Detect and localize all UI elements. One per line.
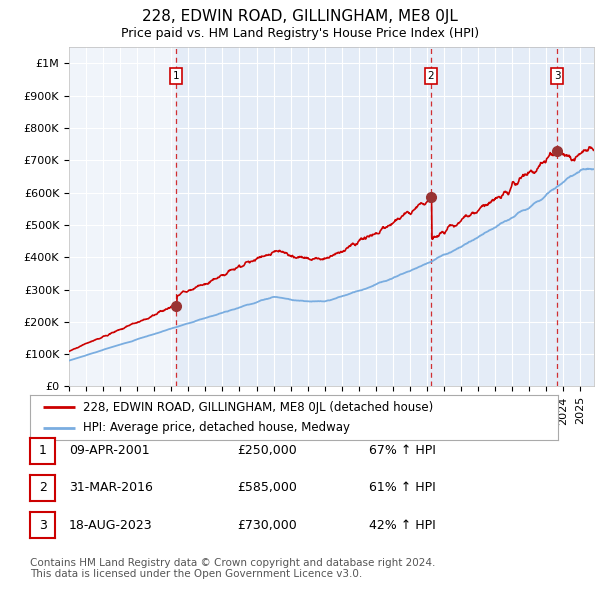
Text: £730,000: £730,000 (237, 519, 297, 532)
Text: 42% ↑ HPI: 42% ↑ HPI (369, 519, 436, 532)
Bar (176, 47, 431, 386)
Text: 228, EDWIN ROAD, GILLINGHAM, ME8 0JL (detached house): 228, EDWIN ROAD, GILLINGHAM, ME8 0JL (de… (83, 401, 433, 414)
Text: 2: 2 (38, 481, 47, 494)
Text: £585,000: £585,000 (237, 481, 297, 494)
Text: 31-MAR-2016: 31-MAR-2016 (69, 481, 153, 494)
Bar (557, 47, 594, 386)
Text: 3: 3 (38, 519, 47, 532)
Text: 228, EDWIN ROAD, GILLINGHAM, ME8 0JL: 228, EDWIN ROAD, GILLINGHAM, ME8 0JL (142, 9, 458, 24)
Text: Contains HM Land Registry data © Crown copyright and database right 2024.
This d: Contains HM Land Registry data © Crown c… (30, 558, 436, 579)
Bar (431, 47, 557, 386)
Text: 18-AUG-2023: 18-AUG-2023 (69, 519, 152, 532)
Text: 3: 3 (554, 71, 560, 81)
Text: 1: 1 (173, 71, 179, 81)
Text: 2: 2 (428, 71, 434, 81)
Text: £250,000: £250,000 (237, 444, 297, 457)
Text: HPI: Average price, detached house, Medway: HPI: Average price, detached house, Medw… (83, 421, 350, 434)
Text: 61% ↑ HPI: 61% ↑ HPI (369, 481, 436, 494)
Text: Price paid vs. HM Land Registry's House Price Index (HPI): Price paid vs. HM Land Registry's House … (121, 27, 479, 40)
Text: 09-APR-2001: 09-APR-2001 (69, 444, 149, 457)
Text: 1: 1 (38, 444, 47, 457)
Text: 67% ↑ HPI: 67% ↑ HPI (369, 444, 436, 457)
